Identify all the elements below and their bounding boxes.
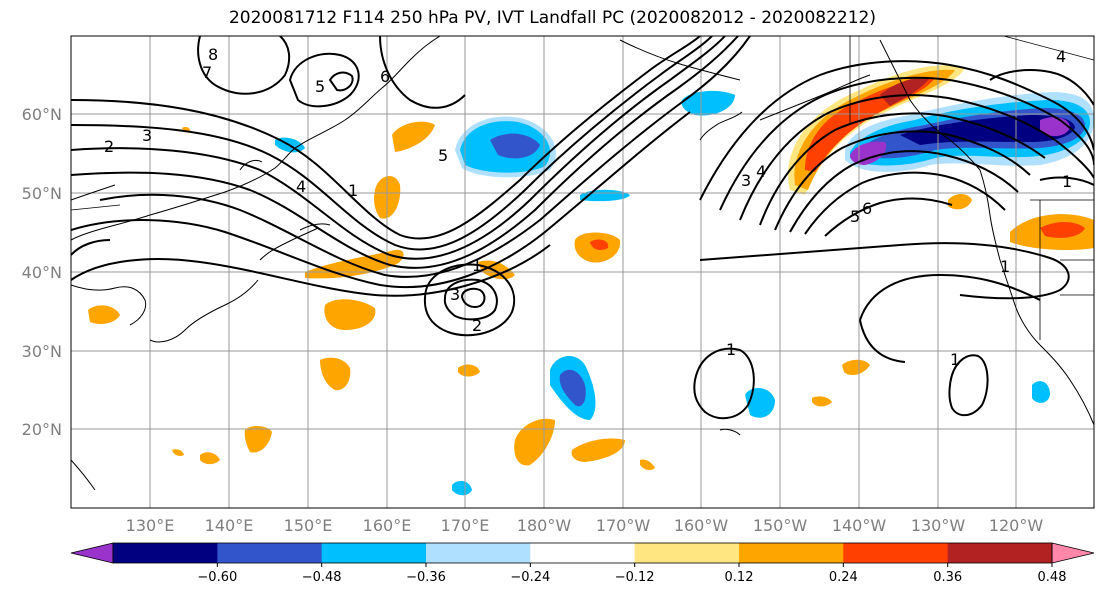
colorbar-tick-label: −0.48 (302, 570, 342, 585)
contour-label: 1 (726, 340, 736, 359)
colorbar-segment (217, 543, 323, 563)
contour-label: 1 (950, 350, 960, 369)
colorbar-extend-max (1051, 542, 1095, 564)
contour-label: 4 (296, 177, 306, 196)
longitude-labels: 130°E 140°E 150°E 160°E 170°E 180°W 170°… (126, 516, 1044, 535)
map-border (70, 35, 1095, 509)
lat-label: 40°N (22, 263, 62, 282)
colorbar-frame (112, 542, 1053, 564)
colorbar-tick-label: 0.24 (829, 570, 858, 585)
lat-label: 60°N (22, 105, 62, 124)
colorbar-tick-label: −0.60 (197, 570, 237, 585)
lon-label: 140°W (832, 516, 887, 535)
colorbar-segment (634, 543, 740, 563)
contour-label: 7 (202, 63, 212, 82)
lon-label: 150°E (284, 516, 333, 535)
colorbar-extend-min (70, 542, 114, 564)
pv-contours (71, 36, 1094, 420)
lon-label: 170°E (441, 516, 490, 535)
colorbar-tick-label: 0.36 (933, 570, 962, 585)
contour-label: 2 (104, 137, 114, 156)
colorbar-segment (426, 543, 531, 563)
colorbar-segment (843, 543, 949, 563)
contour-label: 5 (850, 207, 860, 226)
contour-label: 4 (756, 162, 766, 181)
lon-label: 180°W (517, 516, 572, 535)
contour-label: 3 (142, 126, 152, 145)
lat-label: 20°N (22, 420, 62, 439)
contour-label: 6 (862, 199, 872, 218)
map-title: 2020081712 F114 250 hPa PV, IVT Landfall… (228, 8, 876, 28)
colorbar-segment (947, 543, 1053, 563)
colorbar-tick-label: −0.36 (406, 570, 446, 585)
colorbar-segment (530, 543, 636, 563)
contour-label: 8 (208, 45, 218, 64)
latitude-labels: 60°N 50°N 40°N 30°N 20°N (22, 105, 62, 439)
contour-label: 1 (348, 181, 358, 200)
political-borders (71, 36, 1094, 340)
colorbar-tick-label: −0.12 (615, 570, 655, 585)
contour-label: 1 (1000, 257, 1010, 276)
lon-label: 120°W (989, 516, 1044, 535)
colorbar-segment (321, 543, 427, 563)
shaded-regions (88, 65, 1094, 496)
lon-label: 170°W (596, 516, 651, 535)
colorbar: −0.60 −0.48 −0.36 −0.24 −0.12 0.12 0.24 0.36 0.4… (70, 542, 1095, 585)
lon-label: 150°W (753, 516, 808, 535)
contour-label: 3 (741, 171, 751, 190)
colorbar-segment (113, 543, 218, 563)
contour-label: 1 (472, 256, 482, 275)
colorbar-tick-label: 0.48 (1038, 570, 1067, 585)
lon-label: 160°E (363, 516, 412, 535)
colorbar-segment (739, 543, 844, 563)
contour-label: 5 (315, 77, 325, 96)
colorbar-tick-label: −0.24 (510, 570, 550, 585)
contour-label: 2 (472, 316, 482, 335)
contour-label: 4 (1056, 47, 1066, 66)
lon-label: 160°W (674, 516, 729, 535)
contour-label: 5 (438, 146, 448, 165)
lon-label: 130°E (126, 516, 175, 535)
lat-label: 30°N (22, 342, 62, 361)
colorbar-tick-label: 0.12 (725, 570, 754, 585)
contour-label: 1 (1062, 172, 1072, 191)
lat-label: 50°N (22, 184, 62, 203)
contour-labels: 8 7 6 5 4 3 2 1 5 3 2 1 1 1 4 3 5 6 1 4 … (104, 45, 1072, 369)
lon-label: 130°W (911, 516, 966, 535)
contour-label: 3 (450, 285, 460, 304)
contour-label: 6 (380, 67, 390, 86)
lon-label: 140°E (205, 516, 254, 535)
